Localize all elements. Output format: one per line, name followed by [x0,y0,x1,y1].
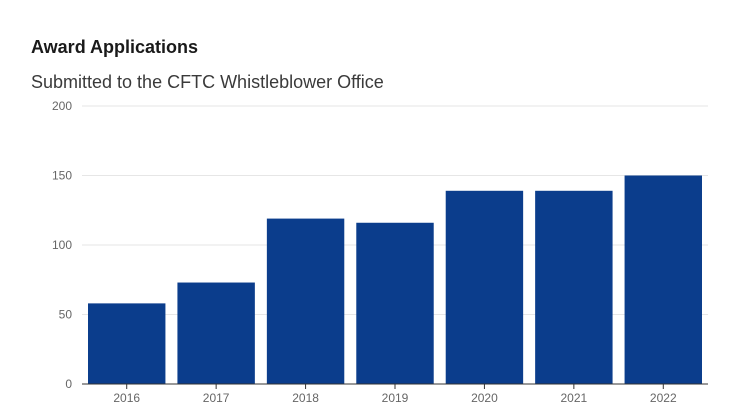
bar-2016 [88,303,166,384]
y-tick-label: 150 [52,169,72,183]
x-tick-label: 2022 [650,391,677,405]
y-tick-label: 100 [52,238,72,252]
tick-labels: 0 50 100 150 200 2016 2017 2018 2019 2020 2021 2022 [52,99,677,405]
axes [82,383,708,389]
x-tick-label: 2017 [203,391,230,405]
bar-2021 [535,190,613,384]
bar-2022 [624,175,702,384]
bars [88,175,702,384]
bar-2020 [445,190,524,384]
y-tick-label: 200 [52,99,72,113]
bar-2017 [177,282,255,384]
x-tick-label: 2018 [292,391,319,405]
x-tick-label: 2020 [471,391,498,405]
x-tick-label: 2016 [113,391,140,405]
bar-2018 [266,218,345,384]
chart-subtitle: Submitted to the CFTC Whistleblower Offi… [31,72,384,92]
x-tick-label: 2019 [382,391,409,405]
chart-title: Award Applications [31,37,199,57]
bar-2019 [356,222,434,384]
y-tick-label: 50 [59,308,73,322]
y-tick-label: 0 [65,377,72,391]
x-tick-label: 2021 [561,391,588,405]
